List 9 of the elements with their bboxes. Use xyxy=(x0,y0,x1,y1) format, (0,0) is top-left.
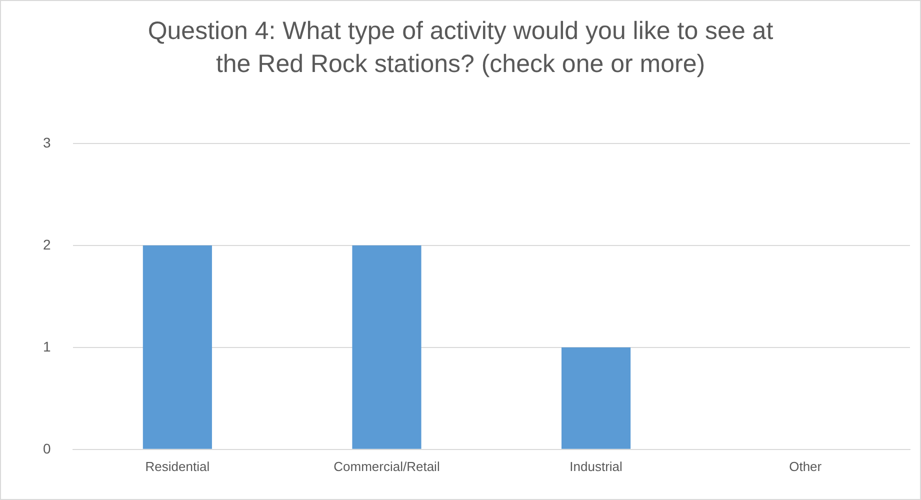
chart-title: Question 4: What type of activity would you like to see at the Red Rock stations? (check one or more) xyxy=(146,16,774,80)
y-tick-label: 0 xyxy=(42,440,51,456)
y-tick-label: 1 xyxy=(42,338,51,354)
y-tick-label: 3 xyxy=(42,134,51,150)
y-tick-label: 2 xyxy=(42,236,51,252)
x-tick-label: Commercial/Retail xyxy=(334,458,440,474)
x-tick-label: Other xyxy=(789,458,822,474)
x-tick-label: Residential xyxy=(145,458,210,474)
x-tick-label: Industrial xyxy=(570,458,623,474)
